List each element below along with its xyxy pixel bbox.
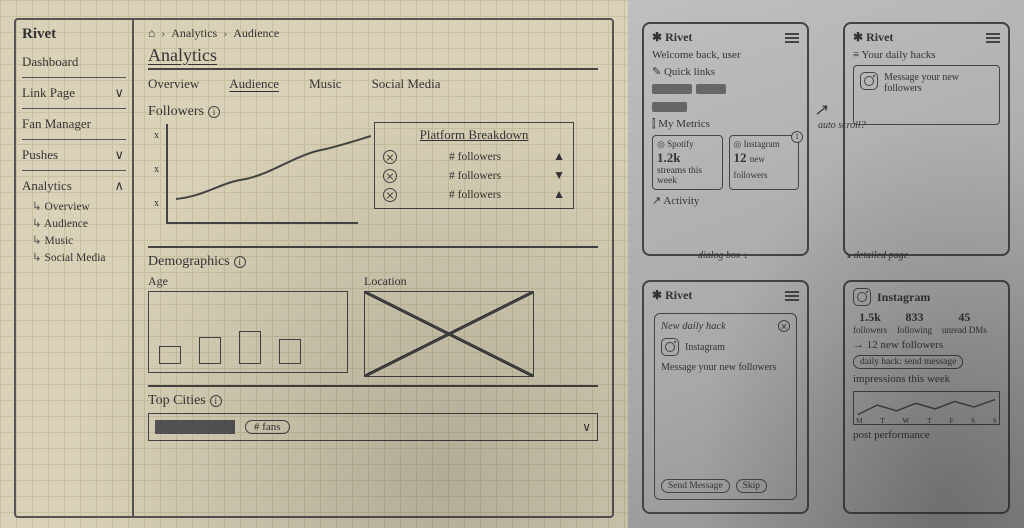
brand-logo: ✱ Rivet	[853, 30, 893, 45]
activity-title: ↗ Activity	[652, 194, 799, 207]
brand-logo: Rivet	[22, 26, 126, 43]
platform-row[interactable]: # followers▼	[383, 166, 565, 185]
breadcrumb: ⌂ › Analytics › Audience	[148, 26, 598, 41]
sidebar-item-linkpage[interactable]: Link Page∨	[22, 83, 126, 103]
close-icon[interactable]	[778, 320, 790, 332]
sidebar-item-fanmanager[interactable]: Fan Manager	[22, 114, 126, 134]
top-cities-title: Top Cities i	[148, 393, 598, 409]
stats-row: 1.5kfollowers 833following 45unread DMs	[853, 310, 1000, 335]
followers-chart: x x x	[148, 124, 358, 236]
skip-button[interactable]: Skip	[736, 479, 767, 493]
bar	[239, 331, 261, 364]
hacks-title: ≡ Your daily hacks	[853, 49, 1000, 61]
sidebar-sub-audience[interactable]: Audience	[22, 216, 126, 230]
location-placeholder	[364, 291, 534, 377]
home-icon[interactable]: ⌂	[148, 26, 155, 41]
instagram-icon	[853, 288, 871, 306]
info-icon[interactable]: i	[234, 256, 246, 268]
metrics-title: ⫿ My Metrics	[652, 118, 799, 131]
age-bar-chart	[148, 291, 348, 373]
quick-links-title: ✎ Quick links	[652, 65, 799, 78]
hamburger-icon[interactable]	[986, 33, 1000, 43]
tab-overview[interactable]: Overview	[148, 76, 199, 92]
metric-card-spotify[interactable]: ◎ Spotify 1.2k streams this week	[652, 135, 723, 190]
send-message-button[interactable]: Send Message	[661, 479, 730, 493]
greeting: Welcome back, user	[652, 49, 799, 61]
mobile-wireframes: ✱ Rivet Welcome back, user ✎ Quick links…	[628, 0, 1024, 528]
mobile-home: ✱ Rivet Welcome back, user ✎ Quick links…	[642, 22, 809, 256]
mobile-hacks: ✱ Rivet ≡ Your daily hacks Message your …	[843, 22, 1010, 256]
sidebar-sub-overview[interactable]: Overview	[22, 199, 126, 213]
info-icon[interactable]: i	[210, 395, 222, 407]
quick-link[interactable]	[652, 102, 687, 112]
platform-icon	[383, 169, 397, 183]
sidebar-item-pushes[interactable]: Pushes∨	[22, 145, 126, 165]
info-icon[interactable]: i	[208, 106, 220, 118]
daily-hack-modal: New daily hack Instagram Message your ne…	[654, 313, 797, 500]
instagram-icon	[661, 338, 679, 356]
mobile-dialog: ✱ Rivet New daily hack Instagram Message…	[642, 280, 809, 514]
sidebar-sub-music[interactable]: Music	[22, 233, 126, 247]
modal-body: Message your new followers	[661, 362, 790, 373]
sidebar-sub-socialmedia[interactable]: Social Media	[22, 250, 126, 264]
platform-icon	[383, 188, 397, 202]
tab-audience[interactable]: Audience	[229, 76, 279, 92]
trend-up-icon: ▲	[553, 149, 565, 164]
crumb-audience[interactable]: Audience	[233, 26, 279, 41]
hack-card[interactable]: Message your new followers	[853, 65, 1000, 125]
brand-logo: ✱ Rivet	[652, 30, 692, 45]
desktop-wireframe: Rivet Dashboard Link Page∨ Fan Manager P…	[0, 0, 628, 528]
bar	[199, 337, 221, 364]
city-bar	[155, 420, 235, 434]
followers-title: Followers i	[148, 104, 358, 120]
platform-icon	[383, 150, 397, 164]
chevron-down-icon: ∨	[114, 147, 124, 163]
page-title: Analytics	[148, 45, 598, 66]
trend-up-icon: ▲	[553, 187, 565, 202]
sidebar-item-analytics[interactable]: Analytics∧	[22, 176, 126, 196]
arrow-icon: ↗	[814, 100, 827, 120]
quick-link[interactable]	[652, 84, 692, 94]
main-content: ⌂ › Analytics › Audience Analytics Overv…	[134, 20, 612, 516]
bar	[279, 339, 301, 364]
top-cities-row[interactable]: # fans ∨	[148, 413, 598, 441]
daily-hack-button[interactable]: daily hack: send message	[853, 355, 963, 369]
instagram-icon	[860, 72, 878, 90]
tab-socialmedia[interactable]: Social Media	[372, 76, 441, 92]
notification-badge: 1	[791, 131, 803, 143]
trend-down-icon: ▼	[553, 168, 565, 183]
chevron-down-icon[interactable]: ∨	[582, 420, 591, 435]
fans-pill: # fans	[245, 420, 290, 434]
tab-music[interactable]: Music	[309, 76, 342, 92]
hamburger-icon[interactable]	[785, 33, 799, 43]
age-title: Age	[148, 274, 348, 289]
hamburger-icon[interactable]	[785, 291, 799, 301]
chevron-up-icon: ∧	[114, 178, 124, 194]
post-performance: post performance	[853, 429, 1000, 441]
quick-link[interactable]	[696, 84, 726, 94]
sidebar-item-dashboard[interactable]: Dashboard	[22, 52, 126, 72]
platform-row[interactable]: # followers▲	[383, 185, 565, 204]
bar	[159, 346, 181, 364]
app-frame: Rivet Dashboard Link Page∨ Fan Manager P…	[14, 18, 614, 518]
location-title: Location	[364, 274, 534, 289]
crumb-analytics[interactable]: Analytics	[171, 26, 217, 41]
tabs: Overview Audience Music Social Media	[148, 76, 598, 92]
platform-breakdown: Platform Breakdown # followers▲ # follow…	[374, 122, 574, 209]
sidebar: Rivet Dashboard Link Page∨ Fan Manager P…	[16, 20, 134, 516]
impressions-chart: MTWTFSS	[853, 391, 1000, 425]
brand-logo: ✱ Rivet	[652, 288, 692, 303]
demographics-title: Demographics i	[148, 254, 598, 270]
new-followers[interactable]: → 12 new followers	[853, 339, 1000, 351]
impressions-title: impressions this week	[853, 373, 1000, 385]
platform-row[interactable]: # followers▲	[383, 147, 565, 166]
mobile-detail: Instagram 1.5kfollowers 833following 45u…	[843, 280, 1010, 514]
metric-card-instagram[interactable]: 1 ◎ Instagram 12 new followers	[729, 135, 800, 190]
chevron-down-icon: ∨	[114, 85, 124, 101]
